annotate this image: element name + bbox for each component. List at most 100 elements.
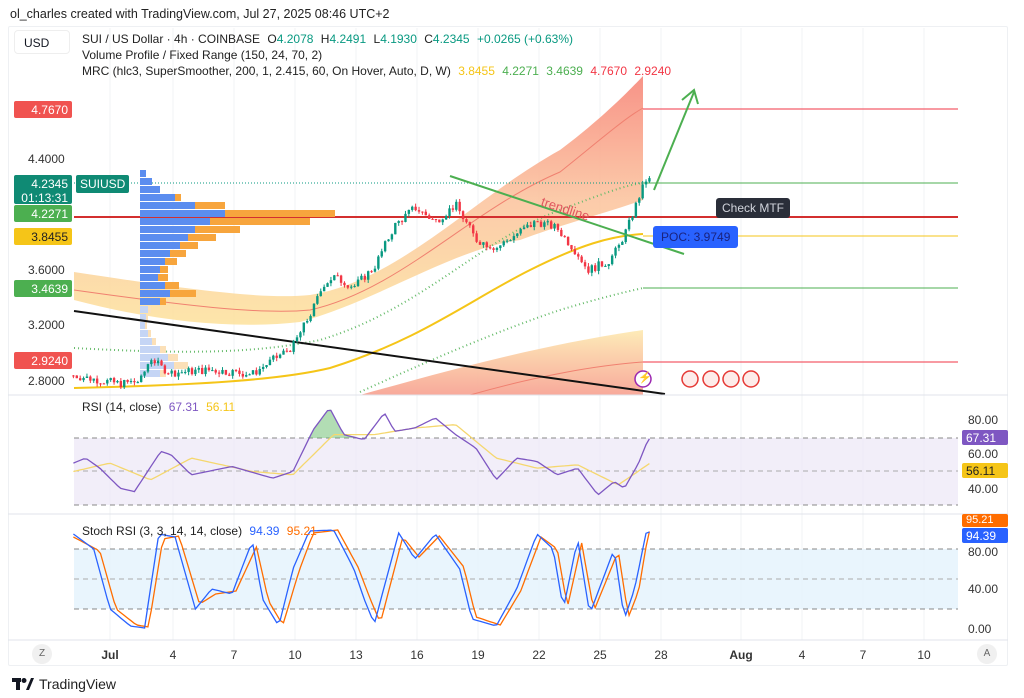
stoch-k-line [73, 529, 650, 629]
chart-credit: ol_charles created with TradingView.com,… [10, 7, 390, 21]
volume-profile-up-bar [140, 290, 170, 297]
candle-body [282, 350, 285, 355]
candle-body [465, 219, 468, 223]
candle-body [431, 218, 434, 220]
symbol-legend: SUI / US Dollar · 4h · COINBASE O4.2078 … [82, 32, 573, 46]
rsi-legend[interactable]: RSI (14, close) 67.31 56.11 [82, 400, 235, 414]
volume-profile-down-bar [160, 370, 166, 377]
chart-frame [8, 26, 1008, 666]
candle-body [404, 213, 407, 222]
candle-body [299, 332, 302, 338]
volume-profile-down-bar [152, 338, 156, 345]
last-price: 4.2345 [31, 177, 68, 191]
volume-profile-up-bar [140, 234, 188, 241]
candle-body [570, 245, 573, 250]
volume-profile-up-bar [140, 354, 168, 361]
candle-body [604, 265, 607, 267]
candle-body [78, 378, 82, 381]
rsi-overbought-fill [303, 409, 365, 438]
green-trendline[interactable] [449, 175, 685, 255]
symbol-title[interactable]: SUI / US Dollar · 4h · COINBASE [82, 32, 261, 46]
candle-body [350, 286, 353, 288]
last-price-label: 4.2345 01:13:31 [14, 175, 72, 205]
candle-body [370, 271, 373, 273]
mrc-title: MRC (hlc3, SuperSmoother, 200, 1, 2.415,… [82, 64, 451, 78]
volume-profile-up-bar [140, 170, 146, 177]
tradingview-logo[interactable]: TradingView [12, 676, 116, 692]
candle-body [573, 249, 577, 255]
candle-body [326, 283, 329, 287]
time-tick: 25 [593, 648, 607, 662]
candle-body [373, 268, 377, 272]
candle-body [292, 340, 295, 352]
us-flag-icon[interactable] [722, 370, 740, 388]
currency-button[interactable]: USD [14, 30, 70, 54]
stoch-tick: 40.00 [968, 582, 999, 596]
candle-body [211, 370, 214, 372]
candle-body [475, 233, 478, 242]
candle-body [343, 282, 346, 286]
volume-profile-up-bar [140, 258, 165, 265]
lightning-glyph-icon: ⚡ [638, 372, 652, 384]
volume-profile-up-bar [140, 242, 180, 249]
candle-body [153, 360, 156, 364]
projection-arrow[interactable] [653, 91, 695, 191]
check-mtf-note[interactable]: Check MTF [716, 198, 791, 218]
event-icons[interactable] [634, 370, 760, 388]
candle-body [109, 378, 112, 381]
volume-profile-down-bar [188, 234, 216, 241]
us-flag-icon[interactable] [702, 370, 720, 388]
volume-profile-up-bar [140, 298, 160, 305]
candle-body [461, 211, 465, 220]
volume-profile-down-bar [174, 362, 188, 369]
volume-profile-up-bar [140, 186, 160, 193]
candle-body [512, 236, 516, 241]
candle-body [309, 316, 312, 322]
candle-body [441, 219, 444, 223]
candle-body [411, 206, 414, 210]
l-label: L [373, 32, 381, 46]
mrc-legend[interactable]: MRC (hlc3, SuperSmoother, 200, 1, 2.415,… [82, 64, 671, 78]
mrc-lower-band [360, 330, 643, 395]
candle-body [221, 369, 224, 374]
volume-profile-down-bar [158, 274, 168, 281]
candle-body [522, 227, 526, 230]
stoch-title: Stoch RSI (3, 3, 14, 14, close) [82, 524, 243, 538]
candle-body [197, 368, 200, 370]
candle-body [123, 380, 126, 388]
rsi-tick: 60.00 [968, 447, 999, 461]
volume-profile-down-bar [195, 226, 240, 233]
candle-body [638, 198, 641, 203]
candle-body [380, 251, 383, 257]
candle-body [302, 322, 306, 333]
volume-profile-down-bar [210, 218, 310, 225]
candle-body [509, 240, 512, 242]
brand-name: TradingView [39, 676, 117, 692]
stoch-k-label: 94.39 [962, 528, 1008, 543]
volume-profile-down-bar [146, 314, 148, 321]
stoch-legend[interactable]: Stoch RSI (3, 3, 14, 14, close) 94.39 95… [82, 524, 317, 538]
candle-body [333, 275, 336, 281]
us-flag-icon[interactable] [681, 370, 699, 388]
volume-profile-legend[interactable]: Volume Profile / Fixed Range (150, 24, 7… [82, 48, 323, 62]
volume-profile-up-bar [140, 202, 195, 209]
candle-body [167, 373, 170, 375]
volume-profile-down-bar [225, 210, 335, 217]
poc-label[interactable]: POC: 3.9749 [653, 226, 739, 248]
price-label-mean: 3.8455 [14, 228, 72, 245]
candle-body [448, 208, 451, 216]
auto-scale-button[interactable]: A [977, 644, 997, 664]
us-flag-icon[interactable] [742, 370, 760, 388]
timezone-button[interactable]: Z [32, 644, 52, 664]
candle-body [139, 375, 143, 383]
candle-body [438, 219, 441, 223]
candle-body [505, 240, 509, 242]
candle-body [543, 222, 546, 227]
lightning-icon[interactable] [634, 370, 652, 388]
long-trendline[interactable] [73, 310, 666, 395]
volume-profile-up-bar [140, 362, 174, 369]
candle-body [451, 208, 455, 210]
volume-profile-up-bar [140, 370, 160, 377]
candle-body [394, 222, 397, 235]
